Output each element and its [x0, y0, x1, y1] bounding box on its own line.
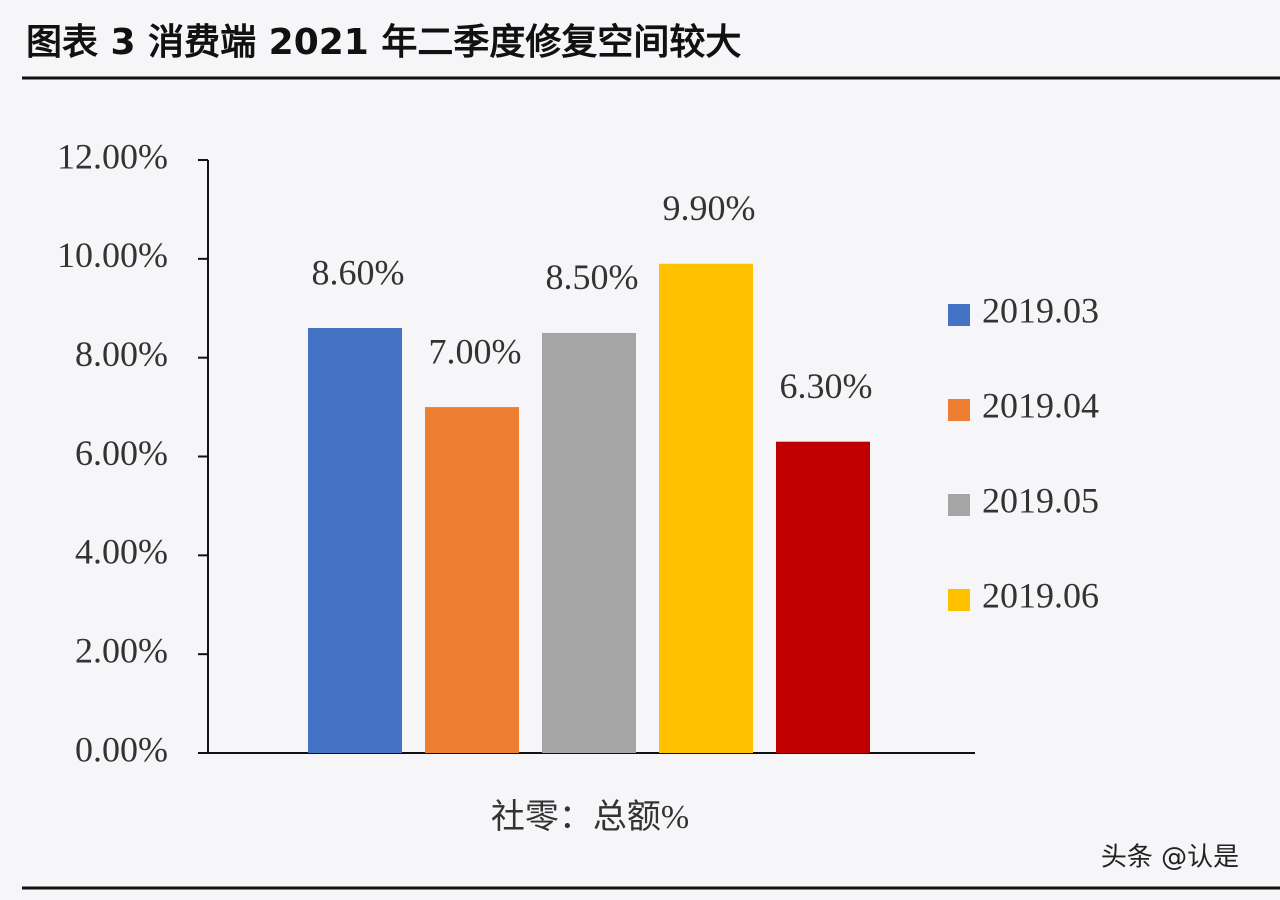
bar: [308, 328, 402, 753]
x-axis-label: 社零：总额%: [491, 798, 689, 836]
bar: [659, 263, 753, 753]
y-tick-label: 0.00%: [75, 729, 168, 769]
data-label: 6.30%: [780, 366, 873, 406]
legend-label: 2019.06: [982, 575, 1099, 615]
data-label: 8.50%: [546, 257, 639, 297]
y-tick-label: 4.00%: [75, 532, 168, 572]
bar: [542, 332, 636, 753]
y-tick-label: 6.00%: [75, 433, 168, 473]
legend-label: 2019.05: [982, 480, 1099, 520]
legend-swatch: [948, 304, 970, 326]
y-tick-label: 10.00%: [57, 235, 168, 275]
bar: [776, 441, 870, 753]
y-tick-label: 8.00%: [75, 334, 168, 374]
chart-title: 图表 3 消费端 2021 年二季度修复空间较大: [26, 22, 741, 63]
bar: [425, 407, 519, 753]
y-tick-label: 2.00%: [75, 630, 168, 670]
y-tick-label: 12.00%: [57, 136, 168, 176]
legend-swatch: [948, 399, 970, 421]
legend-swatch: [948, 589, 970, 611]
data-label: 8.60%: [312, 252, 405, 292]
data-label: 9.90%: [663, 188, 756, 228]
watermark: 头条 @认是: [1101, 843, 1239, 873]
legend-label: 2019.04: [982, 385, 1099, 425]
legend-label: 2019.03: [982, 290, 1099, 330]
data-label: 7.00%: [429, 331, 522, 371]
legend-swatch: [948, 494, 970, 516]
